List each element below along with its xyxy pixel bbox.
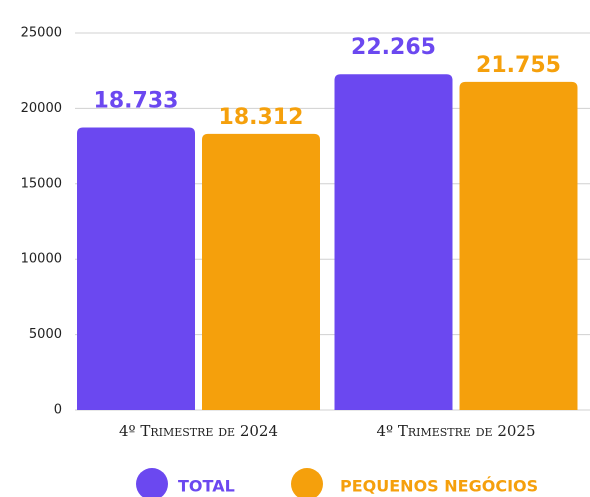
value-label: 18.312 <box>219 105 304 130</box>
y-tick-label: 20000 <box>21 101 62 116</box>
y-tick-label: 25000 <box>21 26 62 41</box>
bar <box>77 127 195 411</box>
legend-label: TOTAL <box>178 477 235 496</box>
legend-swatch <box>136 468 168 497</box>
y-tick-label: 15000 <box>21 176 62 191</box>
x-tick-label: 4º Trimestre de 2025 <box>376 422 535 440</box>
y-tick-label: 0 <box>54 403 62 418</box>
value-label: 18.733 <box>94 89 179 114</box>
y-tick-label: 10000 <box>21 252 62 267</box>
bar <box>459 81 578 410</box>
legend-label: PEQUENOS NEGÓCIOS <box>340 477 538 496</box>
value-label: 22.265 <box>351 35 436 60</box>
y-tick-label: 5000 <box>29 327 62 342</box>
value-label: 21.755 <box>476 53 561 78</box>
bar <box>334 74 453 410</box>
bar <box>202 133 320 410</box>
legend-swatch <box>291 468 323 497</box>
x-tick-label: 4º Trimestre de 2024 <box>119 422 278 440</box>
